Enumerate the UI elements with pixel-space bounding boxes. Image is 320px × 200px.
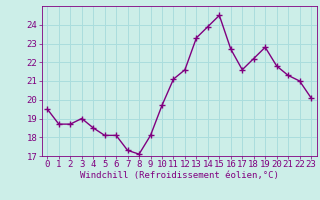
X-axis label: Windchill (Refroidissement éolien,°C): Windchill (Refroidissement éolien,°C): [80, 171, 279, 180]
